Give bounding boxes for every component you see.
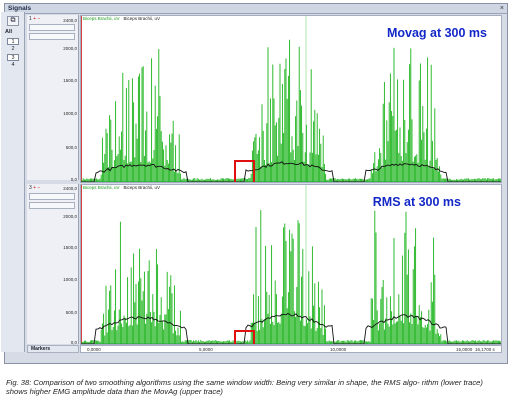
y-tick: 500,0 — [65, 310, 77, 315]
x-tick: 10,0000 — [330, 347, 347, 352]
x-tick: 15,0000 — [456, 347, 473, 352]
lane-name-field[interactable] — [29, 193, 75, 200]
lane-header: 3 + − — [29, 185, 40, 191]
y-tick: 1500,0 — [63, 78, 77, 83]
y-tick: 500,0 — [65, 145, 77, 150]
x-tick: 5,0000 — [199, 347, 213, 352]
y-tick: 2000,0 — [63, 46, 77, 51]
overlay-label-movag: Movag at 300 ms — [386, 26, 487, 40]
channel-2-button[interactable]: 2 — [11, 46, 15, 52]
legend-smoothed-series: Biceps Brachii, uV — [123, 185, 161, 190]
lane-zoom-controls[interactable]: + − — [33, 185, 41, 191]
plot-legend: Biceps Brachii, uV Biceps Brachii, uV — [83, 185, 160, 191]
lane-number: 1 — [29, 16, 32, 22]
channel-3-button[interactable]: 3 — [7, 54, 19, 61]
lane-scale-field[interactable] — [29, 202, 75, 209]
figure-caption: Fig. 38: Comparison of two smoothing alg… — [6, 378, 483, 396]
x-tick: 0,0000 — [87, 347, 101, 352]
raw-emg-signal — [81, 39, 501, 182]
channel-4-button[interactable]: 4 — [11, 62, 15, 68]
raw-emg-signal — [81, 210, 501, 344]
y-tick: 1500,0 — [63, 245, 77, 250]
legend-emg-series: Biceps Brachii, uV — [83, 185, 120, 190]
channel-1-button[interactable]: 1 — [7, 38, 19, 45]
y-tick: 0,0 — [70, 177, 77, 182]
window-titlebar: Signals × — [5, 4, 507, 14]
lane-scale-field[interactable] — [29, 33, 75, 40]
legend-smoothed-series: Biceps Brachii, uV — [123, 16, 161, 21]
y-tick: 1000,0 — [63, 111, 77, 116]
legend-emg-series: Biceps Brachii, uV — [83, 16, 120, 21]
window-title: Signals — [8, 5, 32, 12]
emg-plot-movag[interactable]: Biceps Brachii, uV Biceps Brachii, uV Mov… — [80, 15, 502, 183]
overlay-label-rms: RMS at 300 ms — [372, 195, 461, 209]
smoothed-envelope — [81, 161, 501, 182]
emg-plot-rms[interactable]: Biceps Brachii, uV Biceps Brachii, uV RMS… — [80, 184, 502, 345]
emg-trace-movag — [81, 16, 501, 182]
y-tick: 2000,0 — [63, 214, 77, 219]
plot-legend: Biceps Brachii, uV Biceps Brachii, uV — [83, 16, 160, 22]
all-channels-button[interactable]: All — [5, 29, 13, 35]
channel-toolbar: ⧉ All 1 2 3 4 — [1, 12, 25, 352]
highlight-box-rms — [234, 330, 255, 344]
lane-name-field[interactable] — [29, 24, 75, 31]
layout-icon[interactable]: ⧉ — [7, 16, 19, 26]
lane-panel-movag: 1 + − 2400,0 2000,0 1500,0 1000,0 500,0 … — [27, 15, 79, 182]
y-tick: 0,0 — [70, 340, 77, 345]
y-tick: 1000,0 — [63, 277, 77, 282]
y-tick: 2400,0 — [63, 18, 77, 23]
close-icon[interactable]: × — [499, 5, 504, 12]
x-axis-end-label: 16,1700 s — [475, 347, 495, 352]
lane-panel-rms: 3 + − 2400,0 2000,0 1500,0 1000,0 500,0 … — [27, 184, 79, 345]
emg-trace-rms — [81, 185, 501, 344]
lane-zoom-controls[interactable]: + − — [33, 16, 41, 22]
markers-button[interactable]: Markers — [27, 345, 79, 353]
lane-header: 1 + − — [29, 16, 40, 22]
lane-number: 3 — [29, 185, 32, 191]
highlight-box-movag — [234, 160, 255, 182]
smoothed-envelope — [81, 312, 501, 344]
y-tick: 2400,0 — [63, 186, 77, 191]
time-axis: 0,0000 5,0000 10,0000 15,0000 16,1700 s — [80, 345, 502, 353]
